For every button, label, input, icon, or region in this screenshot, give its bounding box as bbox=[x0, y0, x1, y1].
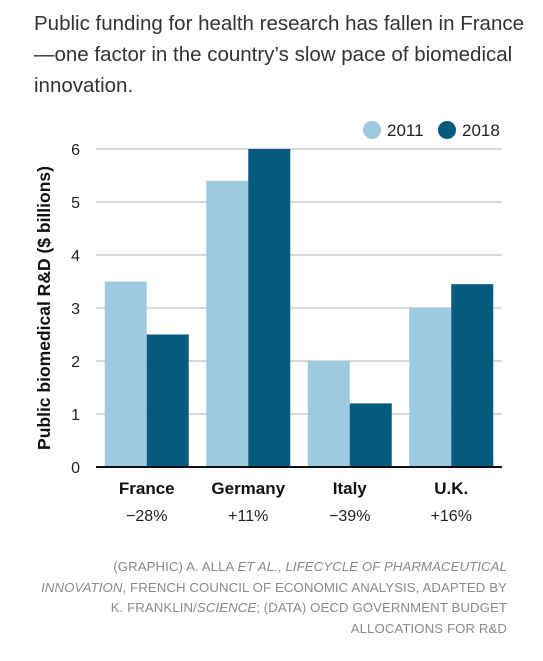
change-label: −28% bbox=[126, 508, 167, 525]
y-tick-label: 6 bbox=[71, 142, 80, 159]
bar-2011 bbox=[206, 180, 249, 468]
legend-label: 2018 bbox=[462, 121, 500, 140]
y-tick-label: 0 bbox=[71, 460, 80, 477]
credit-part: , bbox=[277, 559, 286, 574]
credit-part: SCIENCE bbox=[196, 600, 257, 615]
bar-2018 bbox=[451, 284, 494, 467]
y-tick-label: 5 bbox=[71, 195, 80, 212]
bar-2011 bbox=[409, 308, 452, 467]
bar-2011 bbox=[104, 281, 147, 467]
category-label: France bbox=[119, 479, 175, 498]
category-label: Italy bbox=[333, 479, 368, 498]
legend-swatch-2018 bbox=[438, 121, 456, 139]
category-label: U.K. bbox=[434, 479, 468, 498]
credit-part: ET AL. bbox=[237, 559, 278, 574]
source-credit: (GRAPHIC) A. ALLA ET AL., LIFECYCLE OF P… bbox=[37, 557, 507, 639]
bar-2018 bbox=[248, 149, 291, 467]
change-label: −39% bbox=[329, 508, 370, 525]
bar-2018 bbox=[349, 403, 392, 467]
y-axis-label: Public biomedical R&D ($ billions) bbox=[34, 166, 54, 450]
y-tick-label: 3 bbox=[71, 301, 80, 318]
category-label: Germany bbox=[211, 479, 285, 498]
y-tick-label: 4 bbox=[71, 248, 80, 265]
change-label: +11% bbox=[228, 508, 268, 525]
credit-part: , FRENCH COUNCIL OF ECONOMIC ANALYSIS, A… bbox=[110, 579, 507, 616]
change-label: +16% bbox=[431, 508, 472, 525]
credit-part: ; (DATA) OECD GOVERNMENT BUDGET ALLOCATI… bbox=[256, 600, 507, 636]
legend-label: 2011 bbox=[387, 121, 424, 140]
chart-title: Public funding for health research has f… bbox=[34, 12, 525, 97]
bar-2011 bbox=[307, 361, 350, 467]
bar-2018 bbox=[146, 334, 189, 467]
y-tick-label: 1 bbox=[71, 407, 80, 424]
credit-part: (GRAPHIC) A. ALLA bbox=[113, 559, 238, 574]
bar-chart: 0 1 2 3 4 5 6 France −28% Germany +11% Italy −39% U.K… bbox=[34, 121, 502, 525]
legend-swatch-2011 bbox=[363, 121, 381, 139]
credit-part: LIFECYCLE OF PHARMACEUTICAL INNOVATION bbox=[41, 559, 507, 595]
y-tick-label: 2 bbox=[71, 354, 80, 371]
